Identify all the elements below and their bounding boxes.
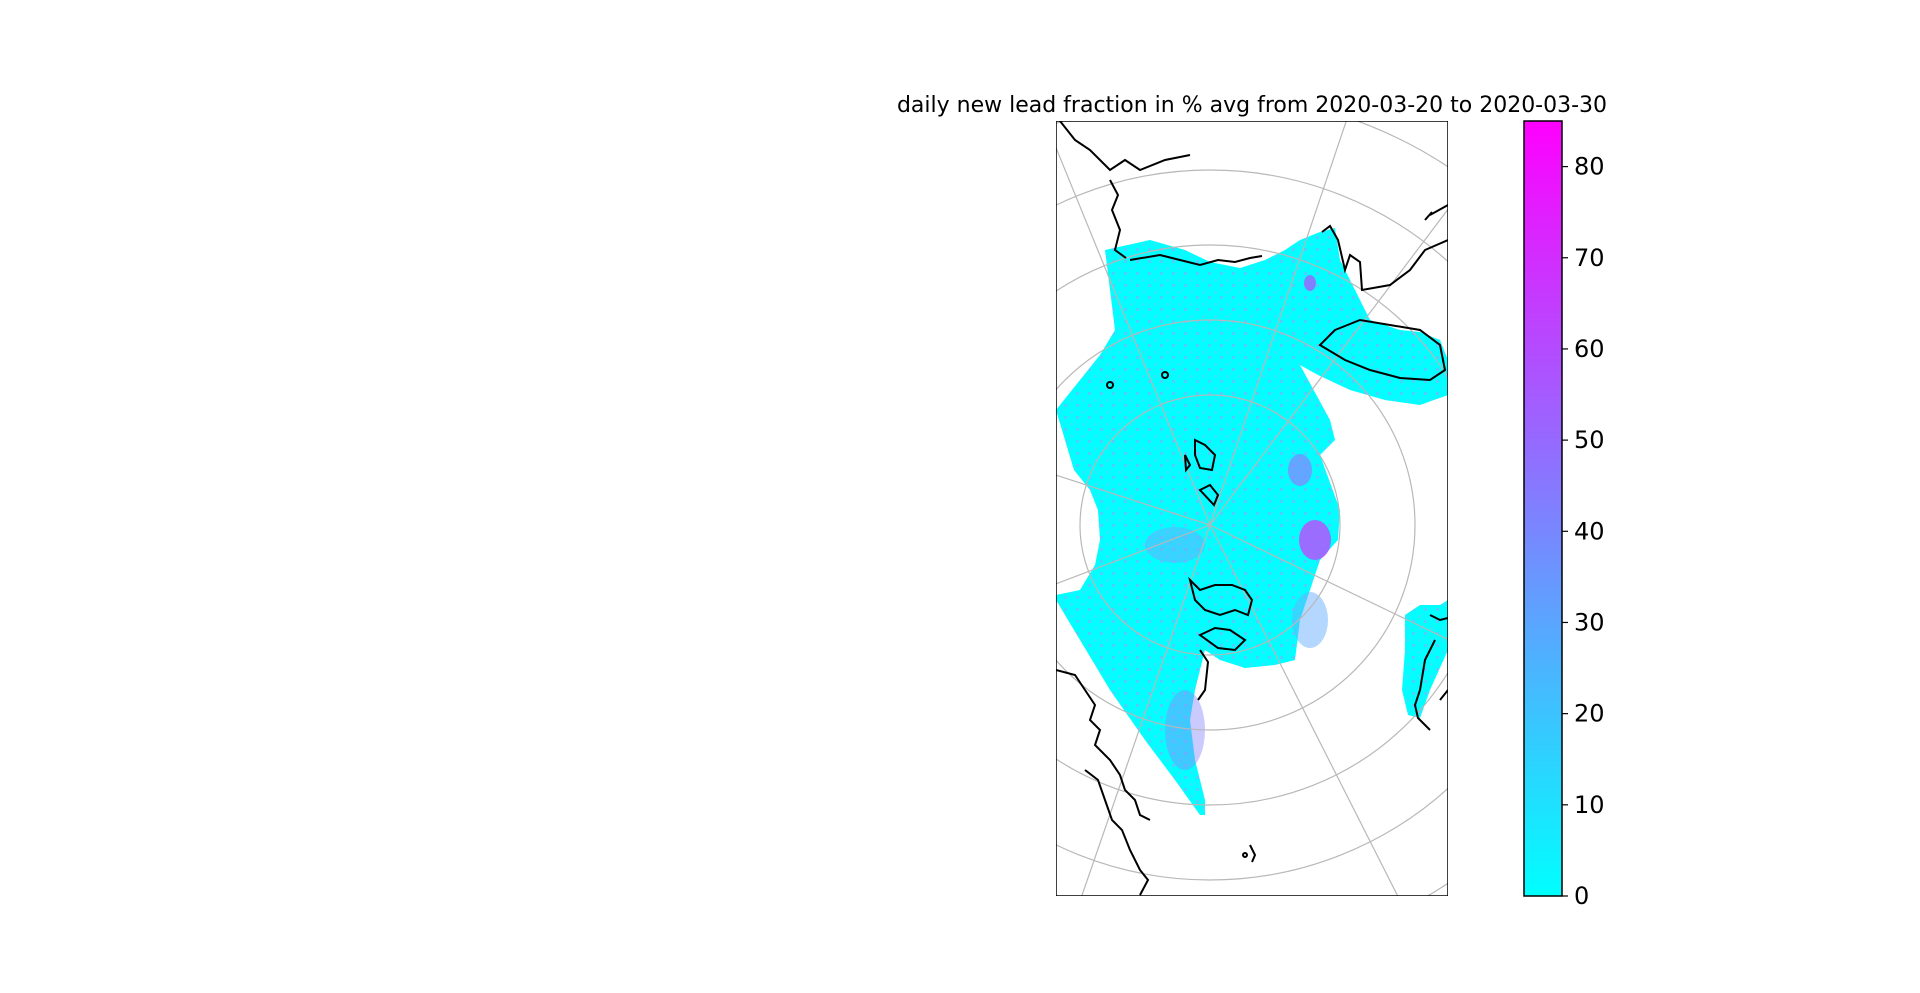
colorbar: 0 10 20 30 40 50 60 70 80: [1523, 120, 1605, 910]
coastlines: [1056, 121, 1448, 896]
colorbar-tick-label: 60: [1574, 335, 1605, 363]
colorbar-tick-label: 30: [1574, 608, 1605, 636]
map-title: daily new lead fraction in % avg from 20…: [897, 93, 1607, 118]
colorbar-ticks: 0 10 20 30 40 50 60 70 80: [1562, 153, 1605, 910]
colorbar-tick-label: 20: [1574, 700, 1605, 728]
colorbar-tick-label: 80: [1574, 153, 1605, 181]
colorbar-tick-label: 40: [1574, 517, 1605, 545]
colorbar-gradient: [1523, 120, 1563, 897]
colorbar-tick-label: 10: [1574, 791, 1605, 819]
colorbar-tick-label: 0: [1574, 882, 1589, 910]
gridlines: [1056, 121, 1448, 896]
map-panel: [1056, 121, 1448, 896]
colorbar-tick-label: 50: [1574, 426, 1605, 454]
colorbar-tick-label: 70: [1574, 244, 1605, 272]
